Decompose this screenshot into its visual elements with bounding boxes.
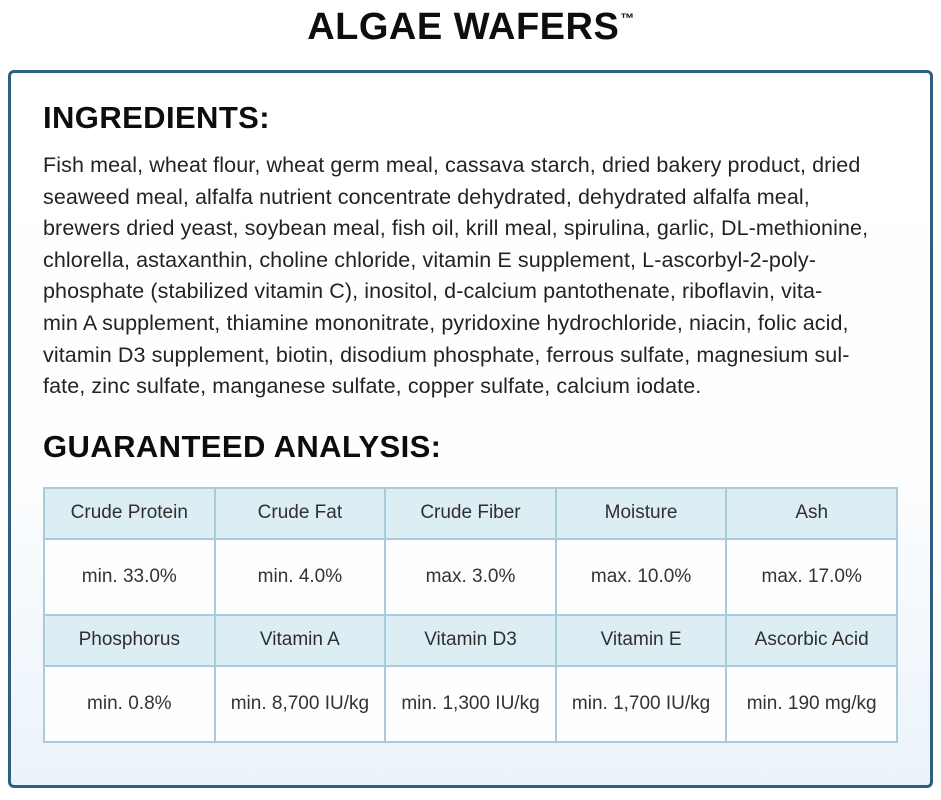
table-value-row: min. 33.0% min. 4.0% max. 3.0% max. 10.0… [43,537,898,616]
product-title: ALGAE WAFERS™ [0,0,941,49]
value-cell-vitamin-d3: min. 1,300 IU/kg [384,664,557,743]
ingredients-line: min A supplement, thiamine mononitrate, … [43,310,849,335]
header-cell-phosphorus: Phosphorus [43,613,216,667]
header-cell-ascorbic-acid: Ascorbic Acid [725,613,898,667]
header-cell-crude-fiber: Crude Fiber [384,486,557,540]
value-cell-vitamin-e: min. 1,700 IU/kg [554,664,728,743]
value-cell-crude-fat: min. 4.0% [213,537,387,616]
value-cell-ash: max. 17.0% [725,537,898,616]
header-cell-vitamin-a: Vitamin A [213,613,387,667]
product-title-text: ALGAE WAFERS [307,6,620,48]
value-cell-ascorbic-acid: min. 190 mg/kg [725,664,898,743]
header-cell-vitamin-e: Vitamin E [554,613,728,667]
header-cell-vitamin-d3: Vitamin D3 [384,613,557,667]
header-cell-moisture: Moisture [554,486,728,540]
ingredients-line: fate, zinc sulfate, manganese sulfate, c… [43,374,702,399]
header-cell-crude-fat: Crude Fat [213,486,387,540]
table-value-row: min. 0.8% min. 8,700 IU/kg min. 1,300 IU… [43,664,898,743]
ingredients-line: brewers dried yeast, soybean meal, fish … [43,216,869,241]
ingredients-line: phosphate (stabilized vitamin C), inosit… [43,279,823,304]
ingredients-line: seaweed meal, alfalfa nutrient concentra… [43,184,810,209]
guaranteed-analysis-table: Crude Protein Crude Fat Crude Fiber Mois… [43,486,898,743]
header-cell-crude-protein: Crude Protein [43,486,216,540]
guaranteed-analysis-heading: GUARANTEED ANALYSIS: [43,428,442,464]
ingredients-line: Fish meal, wheat flour, wheat germ meal,… [43,153,861,177]
ingredients-line: vitamin D3 supplement, biotin, disodium … [43,342,850,367]
value-cell-crude-fiber: max. 3.0% [384,537,557,616]
value-cell-phosphorus: min. 0.8% [43,664,216,743]
ingredients-text: Fish meal, wheat flour, wheat germ meal,… [43,150,898,403]
value-cell-crude-protein: min. 33.0% [43,537,216,616]
table-header-row: Phosphorus Vitamin A Vitamin D3 Vitamin … [43,613,898,667]
trademark-symbol: ™ [620,10,635,26]
header-cell-ash: Ash [725,486,898,540]
ingredients-line: chlorella, astaxanthin, choline chloride… [43,247,817,272]
value-cell-vitamin-a: min. 8,700 IU/kg [213,664,387,743]
table-header-row: Crude Protein Crude Fat Crude Fiber Mois… [43,486,898,540]
ingredients-heading: INGREDIENTS: [43,100,270,135]
value-cell-moisture: max. 10.0% [554,537,728,616]
label-box: INGREDIENTS: Fish meal, wheat flour, whe… [8,70,933,788]
